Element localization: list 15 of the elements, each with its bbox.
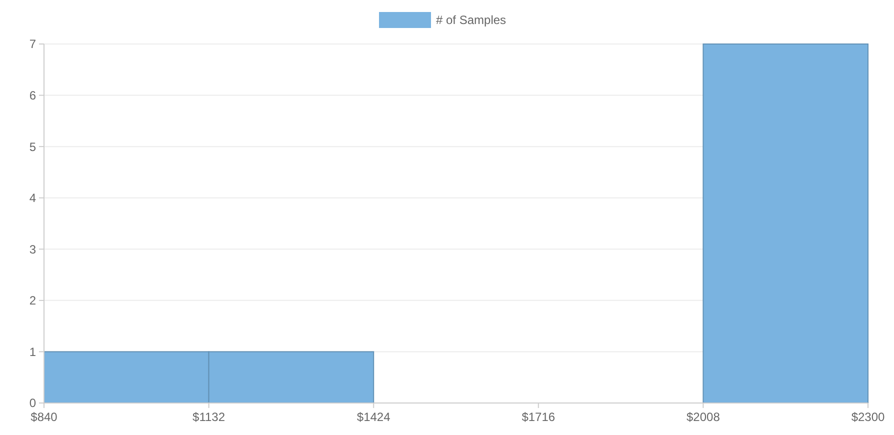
x-tick-label: $1132 [192, 410, 226, 424]
x-tick-label: $2008 [686, 410, 720, 424]
x-tick-label: $1424 [356, 410, 391, 424]
y-tick-label: 4 [29, 191, 36, 206]
y-tick-label: 3 [29, 242, 36, 256]
y-tick-label: 1 [29, 344, 36, 359]
y-tick-label: 0 [29, 396, 36, 410]
x-tick-label: $2300 [851, 410, 886, 424]
legend-label: # of Samples [436, 13, 506, 28]
y-tick-label: 7 [29, 37, 36, 52]
x-tick-label: $840 [30, 410, 58, 424]
y-tick-label: 2 [29, 294, 36, 308]
y-tick-label: 6 [29, 88, 36, 102]
y-tick-label: 5 [29, 140, 36, 154]
x-tick-label: $1716 [522, 410, 556, 424]
